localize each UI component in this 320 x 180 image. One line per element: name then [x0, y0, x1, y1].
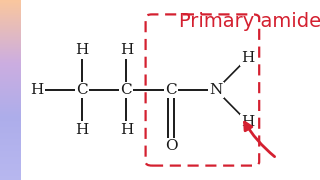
Text: O: O	[165, 139, 178, 153]
Text: C: C	[76, 83, 87, 97]
Text: H: H	[30, 83, 44, 97]
Text: N: N	[209, 83, 223, 97]
Text: H: H	[75, 43, 88, 57]
Text: H: H	[241, 51, 255, 65]
Text: H: H	[120, 43, 133, 57]
Text: C: C	[121, 83, 132, 97]
Text: H: H	[75, 123, 88, 137]
Text: H: H	[120, 123, 133, 137]
Text: Primary amide: Primary amide	[179, 12, 320, 31]
Text: H: H	[241, 115, 255, 129]
Text: C: C	[165, 83, 177, 97]
